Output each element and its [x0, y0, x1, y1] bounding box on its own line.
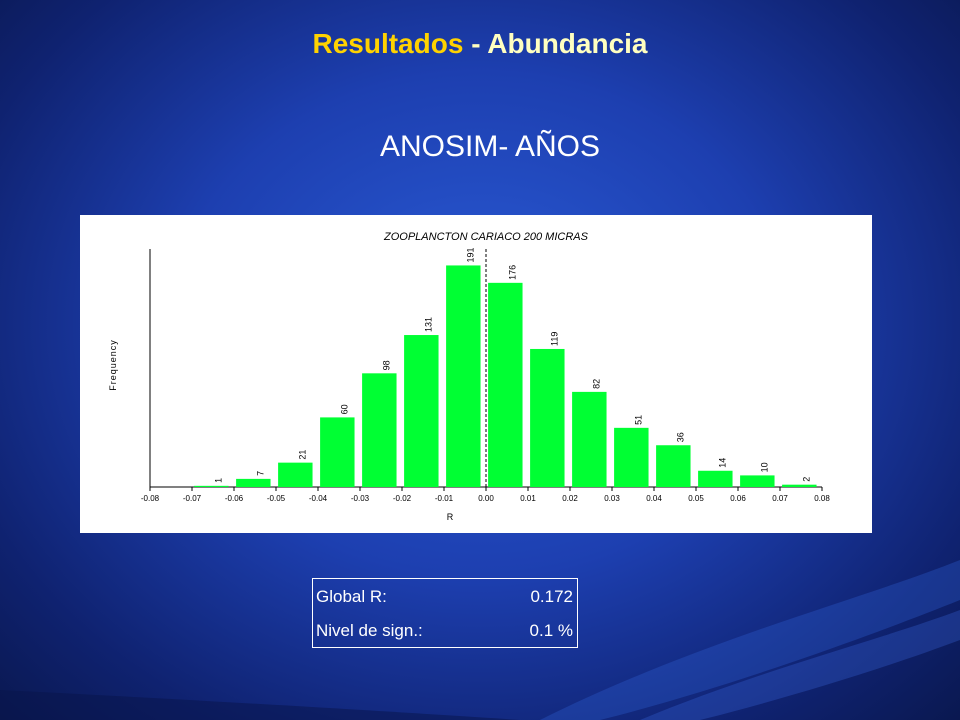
- bar-data-label: 82: [592, 379, 602, 389]
- slide-subtitle: ANOSIM- AÑOS: [379, 130, 601, 163]
- slide-title-part1: Resultados: [312, 28, 464, 59]
- x-tick-label: -0.03: [351, 494, 370, 503]
- x-tick-label: 0.02: [562, 494, 578, 503]
- slide-title-part2: - Abundancia: [463, 28, 648, 59]
- chart-panel: ZOOPLANCTON CARIACO 200 MICRAS 1 7 21 60 98 13…: [80, 215, 872, 533]
- stats-label: Global R:: [316, 587, 387, 606]
- x-tick-label: -0.06: [225, 494, 244, 503]
- histogram-bar: [698, 470, 733, 487]
- chart-title: ZOOPLANCTON CARIACO 200 MICRAS: [383, 231, 589, 243]
- histogram-bar: [404, 335, 439, 487]
- bar-data-label: 36: [676, 432, 686, 442]
- x-tick-label: 0.00: [478, 494, 494, 503]
- histogram-bar: [740, 475, 775, 487]
- stats-row-global-r: Global R: 0.172: [313, 587, 577, 619]
- stats-label: Nivel de sign.:: [316, 621, 423, 640]
- bar-data-label: 7: [256, 471, 266, 476]
- histogram-bar: [488, 282, 523, 487]
- histogram-bar: [236, 478, 271, 487]
- bar-data-label: 1: [214, 478, 224, 483]
- x-tick-label: -0.07: [183, 494, 202, 503]
- x-tick-label: 0.07: [772, 494, 788, 503]
- x-tick-label: -0.04: [309, 494, 328, 503]
- histogram-bar: [446, 265, 481, 487]
- stats-row-significance: Nivel de sign.: 0.1 %: [313, 621, 577, 653]
- x-tick-label: 0.01: [520, 494, 536, 503]
- histogram-bar: [530, 348, 565, 487]
- histogram-bar: [572, 391, 607, 487]
- x-tick-label: 0.05: [688, 494, 704, 503]
- histogram-bar: [194, 485, 229, 487]
- x-tick-label: 0.03: [604, 494, 620, 503]
- x-tick-label: -0.01: [435, 494, 454, 503]
- x-tick-label: -0.08: [141, 494, 160, 503]
- histogram-bar: [278, 462, 313, 487]
- bar-data-label: 119: [550, 332, 560, 346]
- stats-box: Global R: 0.172 Nivel de sign.: 0.1 %: [312, 578, 578, 648]
- bar-data-label: 176: [508, 265, 518, 280]
- bar-data-label: 10: [760, 462, 770, 472]
- histogram-bar: [320, 417, 355, 487]
- x-tick-label: 0.04: [646, 494, 662, 503]
- bar-data-label: 21: [298, 450, 308, 460]
- slide-title: Resultados - Abundancia: [0, 28, 960, 60]
- bar-data-label: 191: [466, 247, 476, 262]
- bar-data-label: 131: [424, 317, 434, 332]
- bar-data-label: 14: [718, 458, 728, 468]
- histogram-bar: [614, 427, 649, 487]
- histogram-bar: [362, 373, 397, 487]
- bar-data-label: 51: [634, 415, 644, 425]
- histogram-bar: [782, 484, 817, 487]
- x-axis-label: R: [447, 512, 454, 522]
- stats-value: 0.172: [530, 587, 573, 606]
- bar-data-label: 98: [382, 360, 392, 370]
- y-axis-label: Frequency: [108, 339, 118, 391]
- bar-data-label: 2: [802, 477, 812, 482]
- bar-data-label: 60: [340, 404, 350, 414]
- x-tick-label: 0.08: [814, 494, 830, 503]
- histogram-chart: ZOOPLANCTON CARIACO 200 MICRAS 1 7 21 60 98 13…: [108, 231, 830, 522]
- x-tick-label: -0.02: [393, 494, 412, 503]
- stats-value: 0.1 %: [529, 621, 573, 640]
- x-tick-label: 0.06: [730, 494, 746, 503]
- histogram-bar: [656, 445, 691, 487]
- x-tick-label: -0.05: [267, 494, 286, 503]
